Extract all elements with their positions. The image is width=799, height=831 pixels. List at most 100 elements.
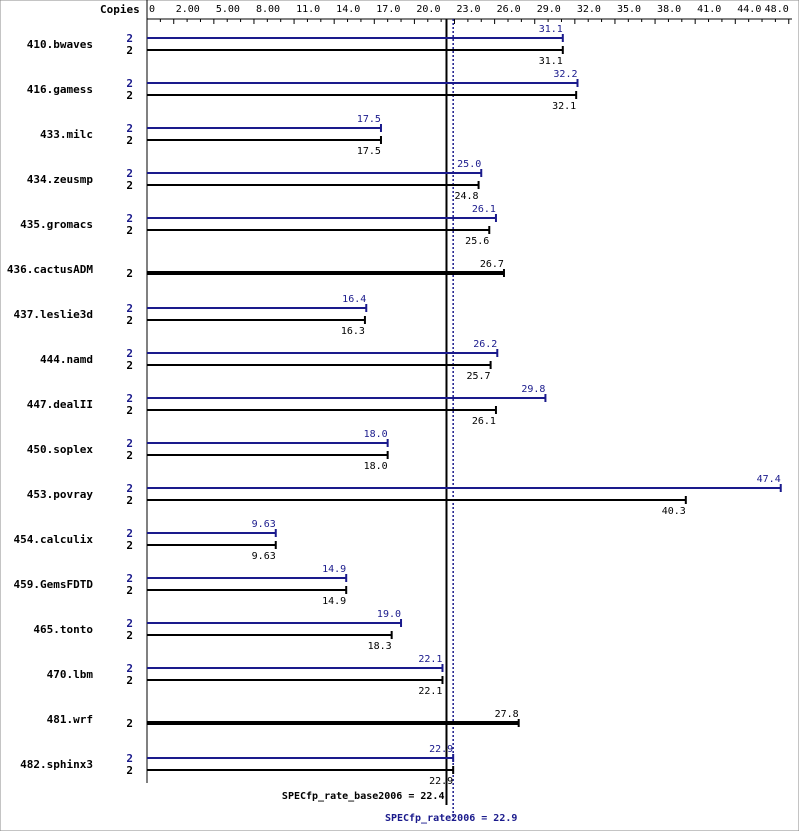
benchmark-label: 435.gromacs (20, 218, 93, 231)
peak-value-label: 25.0 (457, 159, 481, 170)
base-copies: 2 (126, 584, 133, 597)
benchmark-label: 410.bwaves (27, 38, 93, 51)
base-value-label: 32.1 (552, 101, 576, 112)
peak-copies: 2 (126, 752, 133, 765)
peak-copies: 2 (126, 482, 133, 495)
base-copies: 2 (126, 314, 133, 327)
benchmark-label: 454.calculix (14, 533, 94, 546)
benchmark-label: 436.cactusADM (7, 263, 93, 276)
base-value-label: 24.8 (454, 191, 478, 202)
peak-value-label: 22.9 (429, 744, 453, 755)
base-copies: 2 (126, 224, 133, 237)
x-tick-label: 41.0 (697, 4, 721, 15)
base-value-label: 31.1 (539, 56, 563, 67)
copies-header: Copies (100, 3, 140, 16)
x-tick-label: 23.0 (457, 4, 481, 15)
base-value-label: 25.7 (467, 371, 491, 382)
x-tick-label: 2.00 (176, 4, 200, 15)
peak-value-label: 31.1 (539, 24, 563, 35)
benchmark-label: 453.povray (27, 488, 94, 501)
combined-value-label: 27.8 (495, 709, 519, 720)
peak-value-label: 26.2 (473, 339, 497, 350)
peak-value-label: 18.0 (364, 429, 388, 440)
x-tick-label: 29.0 (537, 4, 561, 15)
peak-value-label: 47.4 (757, 474, 781, 485)
benchmark-label: 470.lbm (47, 668, 94, 681)
combined-copies: 2 (126, 717, 133, 730)
benchmark-label: 434.zeusmp (27, 173, 94, 186)
x-tick-label: 48.0 (765, 4, 789, 15)
base-summary-label: SPECfp_rate_base2006 = 22.4 (282, 791, 445, 802)
base-copies: 2 (126, 449, 133, 462)
x-tick-label: 17.0 (376, 4, 400, 15)
base-value-label: 16.3 (341, 326, 365, 337)
peak-copies: 2 (126, 392, 133, 405)
peak-copies: 2 (126, 437, 133, 450)
peak-value-label: 29.8 (521, 384, 545, 395)
base-value-label: 14.9 (322, 596, 346, 607)
base-copies: 2 (126, 539, 133, 552)
peak-copies: 2 (126, 572, 133, 585)
peak-value-label: 26.1 (472, 204, 496, 215)
peak-copies: 2 (126, 527, 133, 540)
peak-value-label: 22.1 (418, 654, 442, 665)
reference-lines (445, 19, 454, 823)
peak-copies: 2 (126, 212, 133, 225)
base-copies: 2 (126, 44, 133, 57)
x-tick-label: 38.0 (657, 4, 681, 15)
base-value-label: 18.3 (368, 641, 392, 652)
x-tick-label: 5.00 (216, 4, 240, 15)
benchmark-label: 447.dealII (27, 398, 93, 411)
peak-value-label: 14.9 (322, 564, 346, 575)
x-tick-label: 35.0 (617, 4, 641, 15)
x-tick-label: 14.0 (336, 4, 360, 15)
base-copies: 2 (126, 359, 133, 372)
base-copies: 2 (126, 89, 133, 102)
benchmark-label: 433.milc (40, 128, 93, 141)
base-copies: 2 (126, 179, 133, 192)
peak-copies: 2 (126, 167, 133, 180)
x-tick-label: 44.0 (737, 4, 761, 15)
benchmark-label: 450.soplex (27, 443, 94, 456)
peak-copies: 2 (126, 32, 133, 45)
base-copies: 2 (126, 674, 133, 687)
benchmark-label: 482.sphinx3 (20, 758, 93, 771)
benchmark-label: 459.GemsFDTD (14, 578, 94, 591)
base-copies: 2 (126, 134, 133, 147)
base-copies: 2 (126, 404, 133, 417)
base-value-label: 9.63 (252, 551, 276, 562)
peak-value-label: 17.5 (357, 114, 381, 125)
combined-value-label: 26.7 (480, 259, 504, 270)
benchmark-label: 481.wrf (47, 713, 93, 726)
base-copies: 2 (126, 764, 133, 777)
benchmark-label: 437.leslie3d (14, 308, 93, 321)
peak-value-label: 19.0 (377, 609, 401, 620)
peak-copies: 2 (126, 347, 133, 360)
x-tick-label: 8.00 (256, 4, 280, 15)
x-tick-label: 11.0 (296, 4, 320, 15)
base-value-label: 22.9 (429, 776, 453, 787)
base-value-label: 22.1 (418, 686, 442, 697)
base-value-label: 18.0 (364, 461, 388, 472)
peak-copies: 2 (126, 122, 133, 135)
peak-value-label: 32.2 (553, 69, 577, 80)
peak-value-label: 16.4 (342, 294, 366, 305)
x-tick-label: 32.0 (577, 4, 601, 15)
base-value-label: 40.3 (662, 506, 686, 517)
base-copies: 2 (126, 629, 133, 642)
base-value-label: 17.5 (357, 146, 381, 157)
benchmark-bars: 410.bwaves 2 31.1 2 31.1 416.gamess 2 32.2 2 32.1… (7, 24, 782, 787)
base-value-label: 26.1 (472, 416, 496, 427)
base-copies: 2 (126, 494, 133, 507)
benchmark-label: 444.namd (40, 353, 93, 366)
peak-summary-label: SPECfp_rate2006 = 22.9 (385, 813, 517, 824)
benchmark-label: 416.gamess (27, 83, 93, 96)
combined-copies: 2 (126, 267, 133, 280)
peak-copies: 2 (126, 77, 133, 90)
peak-value-label: 9.63 (252, 519, 276, 530)
x-tick-label: 26.0 (497, 4, 521, 15)
x-axis: 0 2.00 5.00 8.00 11.0 14.0 17.0 20.0 23.0 26.0 29.… (146, 0, 792, 783)
peak-copies: 2 (126, 617, 133, 630)
